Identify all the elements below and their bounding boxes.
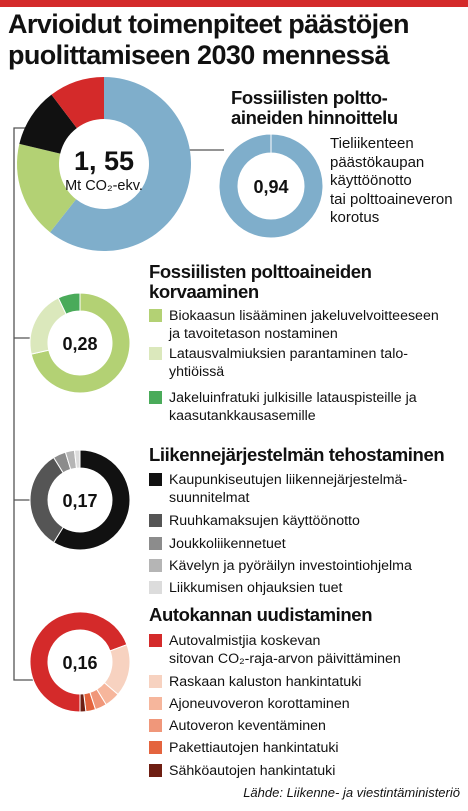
legend-label: Ajoneuvoveron korottaminen (169, 696, 350, 712)
legend-label: Latausvalmiuksien parantaminen talo- yht… (169, 346, 408, 380)
heading-replacement-line: Fossiilisten polttoaineiden (149, 261, 372, 282)
legend-item: Latausvalmiuksien parantaminen talo- yht… (149, 345, 460, 381)
legend-label: Autoveron keventäminen (169, 718, 326, 734)
legend-swatch (149, 347, 162, 360)
donut-slice (52, 449, 131, 551)
heading-replacement: Fossiilisten polttoaineiden korvaaminen (149, 262, 372, 302)
legend-item: Autovalmistjia koskevan sitovan CO₂-raja… (149, 632, 460, 668)
legend-item: Autoveron keventäminen (149, 717, 460, 735)
desc-pricing-line: korotus (330, 209, 380, 226)
donut-slice (29, 456, 64, 544)
heading-pricing-line: aineiden hinnoittelu (231, 107, 398, 128)
donut-total: 1, 55 Mt CO₂-ekv. (16, 77, 191, 251)
donut-value-label: 0,17 (62, 491, 97, 511)
legend-item: Sähköautojen hankintatuki (149, 762, 460, 780)
donut-slice (57, 292, 81, 315)
legend-label: Ruuhkamaksujen käyttöönotto (169, 513, 360, 529)
legend-swatch (149, 697, 162, 710)
donut-replacement: 0,28 (29, 292, 131, 394)
legend-label: Joukkoliikennetuet (169, 536, 286, 552)
legend-item: Kävelyn ja pyöräilyn investointiohjelma (149, 557, 460, 575)
donut-slice (19, 94, 77, 154)
donut-value-label: 0,94 (253, 177, 288, 197)
legend-label: Liikkumisen ohjauksien tuet (169, 580, 343, 596)
legend-swatch (149, 309, 162, 322)
legend-swatch (149, 719, 162, 732)
legend-swatch (149, 391, 162, 404)
donut-pricing: 0,94 (218, 133, 324, 239)
legend-swatch (149, 741, 162, 754)
donut-slice (218, 133, 324, 239)
legend-label: Raskaan kaluston hankintatuki (169, 674, 362, 690)
legend-item: Ruuhkamaksujen käyttöönotto (149, 512, 460, 530)
donut-slice (29, 297, 67, 355)
legend-item: Ajoneuvoveron korottaminen (149, 695, 460, 713)
donut-slice (73, 449, 81, 469)
legend-item: Raskaan kaluston hankintatuki (149, 673, 460, 691)
legend-label: Kaupunkiseutujen liikennejärjestelmä- su… (169, 472, 408, 506)
donut-fleet: 0,16 (29, 611, 131, 713)
donut-value-label: 0,16 (62, 653, 97, 673)
legend-swatch (149, 473, 162, 486)
donut-slice (79, 693, 87, 713)
legend-label: Biokaasun lisääminen jakeluvelvoitteesee… (169, 308, 439, 342)
desc-pricing-line: käyttöönotto (330, 172, 412, 189)
legend-item: Kaupunkiseutujen liikennejärjestelmä- su… (149, 471, 460, 507)
legend-swatch (149, 559, 162, 572)
legend-label: Sähköautojen hankintatuki (169, 763, 336, 779)
legend-swatch (149, 764, 162, 777)
donut-slice (30, 292, 131, 394)
donut-charts: 1, 55 Mt CO₂-ekv. 0,94 0,28 0,17 0,16 (16, 77, 324, 713)
legend-swatch (149, 514, 162, 527)
donut-slice (50, 77, 191, 251)
heading-pricing-line: Fossiilisten poltto- (231, 87, 388, 108)
legend-item: Liikkumisen ohjauksien tuet (149, 579, 460, 597)
top-accent-bar (0, 0, 468, 7)
heading-efficiency: Liikennejärjestelmän tehostaminen (149, 444, 445, 465)
heading-fleet: Autokannan uudistaminen (149, 604, 373, 625)
heading-pricing: Fossiilisten poltto- aineiden hinnoittel… (231, 88, 398, 128)
donut-slice (16, 143, 77, 233)
legend-swatch (149, 581, 162, 594)
total-unit-label: Mt CO₂-ekv. (65, 178, 143, 194)
page-title: Arvioidut toimenpiteet päästöjen puolitt… (8, 9, 409, 70)
desc-pricing: Tieliikenteen päästökaupan käyttöönotto … (330, 135, 453, 228)
legend-label: Kävelyn ja pyöräilyn investointiohjelma (169, 558, 412, 574)
source-note: Lähde: Liikenne- ja viestintäministeriö (243, 785, 460, 800)
legend-label: Jakeluinfratuki julkisille latauspisteil… (169, 390, 417, 424)
total-value-label: 1, 55 (74, 146, 134, 176)
legend-item: Biokaasun lisääminen jakeluvelvoitteesee… (149, 307, 460, 343)
donut-slice (29, 611, 128, 713)
heading-replacement-line: korvaaminen (149, 281, 259, 302)
desc-pricing-line: tai polttoaineveron (330, 190, 453, 208)
desc-pricing-line: Tieliikenteen (330, 135, 414, 152)
desc-pricing-line: päästökaupan (330, 153, 425, 171)
legend-item: Joukkoliikennetuet (149, 535, 460, 553)
donut-efficiency: 0,17 (29, 449, 131, 551)
legend-label: Autovalmistjia koskevan sitovan CO₂-raja… (169, 633, 401, 667)
legend-label: Pakettiautojen hankintatuki (169, 740, 339, 756)
legend-item: Pakettiautojen hankintatuki (149, 739, 460, 757)
legend-swatch (149, 675, 162, 688)
legend-swatch (149, 634, 162, 647)
donut-slice (51, 77, 104, 129)
legend-swatch (149, 537, 162, 550)
legend-item: Jakeluinfratuki julkisille latauspisteil… (149, 389, 460, 425)
donut-value-label: 0,28 (62, 334, 97, 354)
